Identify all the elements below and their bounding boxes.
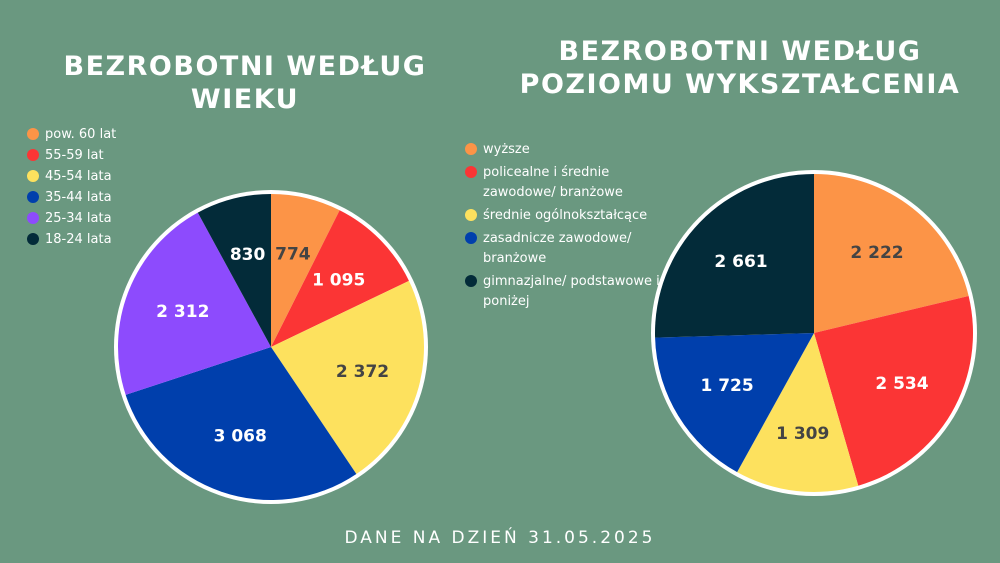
legend-item: średnie ogólnokształcące — [465, 206, 665, 226]
slice-value-label: 2 222 — [850, 243, 903, 263]
legend-item: 55-59 lat — [27, 145, 116, 166]
legend-item: pow. 60 lat — [27, 124, 116, 145]
slice-value-label: 2 661 — [714, 252, 767, 272]
legend-swatch — [465, 209, 477, 221]
legend-label: pow. 60 lat — [45, 127, 117, 142]
slice-value-label: 774 — [275, 245, 311, 265]
legend-item: 25-34 lata — [27, 208, 116, 229]
legend-swatch — [27, 191, 39, 203]
legend-swatch — [465, 143, 477, 155]
slice-value-label: 3 068 — [214, 427, 267, 447]
legend-item: gimnazjalne/ podstawowe i poniżej — [465, 272, 665, 312]
pie-slice — [655, 174, 814, 338]
legend-swatch — [465, 166, 477, 178]
pie-slice — [197, 194, 271, 347]
legend-label: policealne i średnie zawodowe/ branżowe — [483, 165, 623, 200]
legend-label: gimnazjalne/ podstawowe i poniżej — [483, 274, 660, 309]
slice-value-label: 1 095 — [312, 271, 365, 291]
legend-label: 25-34 lata — [45, 211, 112, 226]
legend-swatch — [27, 149, 39, 161]
legend-item: 18-24 lata — [27, 229, 116, 250]
legend-swatch — [27, 170, 39, 182]
legend-label: wyższe — [483, 142, 530, 157]
legend-label: 18-24 lata — [45, 232, 112, 247]
legend-item: 35-44 lata — [27, 187, 116, 208]
pie-slice — [814, 295, 973, 486]
pie-slice — [814, 174, 969, 333]
legend-education: wyższe policealne i średnie zawodowe/ bra… — [465, 140, 665, 315]
slice-value-label: 1 725 — [700, 376, 753, 396]
legend-item: policealne i średnie zawodowe/ branżowe — [465, 163, 665, 203]
pie-slice — [737, 333, 859, 492]
legend-item: zasadnicze zawodowe/ branżowe — [465, 229, 665, 269]
slice-value-label: 1 309 — [776, 424, 829, 444]
legend-swatch — [27, 233, 39, 245]
legend-age: pow. 60 lat 55-59 lat 45-54 lata 35-44 lata… — [27, 124, 116, 250]
slice-value-label: 2 372 — [336, 362, 389, 382]
pie-slice — [117, 212, 271, 395]
legend-label: 55-59 lat — [45, 148, 104, 163]
data-date-footer: DANE NA DZIEŃ 31.05.2025 — [344, 528, 656, 548]
pie-slice — [271, 280, 424, 474]
legend-swatch — [27, 212, 39, 224]
legend-swatch — [27, 128, 39, 140]
legend-swatch — [465, 275, 477, 287]
legend-label: 45-54 lata — [45, 169, 112, 184]
legend-label: 35-44 lata — [45, 190, 112, 205]
slice-value-label: 2 534 — [875, 374, 928, 394]
pie-slice — [655, 333, 814, 473]
legend-item: wyższe — [465, 140, 665, 160]
legend-item: 45-54 lata — [27, 166, 116, 187]
legend-label: zasadnicze zawodowe/ branżowe — [483, 231, 632, 266]
pie-slice — [271, 210, 409, 347]
pie-slice — [271, 194, 340, 347]
legend-swatch — [465, 232, 477, 244]
slice-value-label: 2 312 — [156, 302, 209, 322]
legend-label: średnie ogólnokształcące — [483, 208, 648, 223]
pie-chart-education: 2 222 2 534 1 309 1 725 2 661 — [651, 170, 977, 496]
pie-slice — [125, 347, 357, 500]
slice-value-label: 830 — [230, 245, 266, 265]
title-education: BEZROBOTNI WEDŁUG POZIOMU WYKSZTAŁCENIA — [519, 36, 961, 100]
title-age: BEZROBOTNI WEDŁUG WIEKU — [63, 51, 427, 115]
